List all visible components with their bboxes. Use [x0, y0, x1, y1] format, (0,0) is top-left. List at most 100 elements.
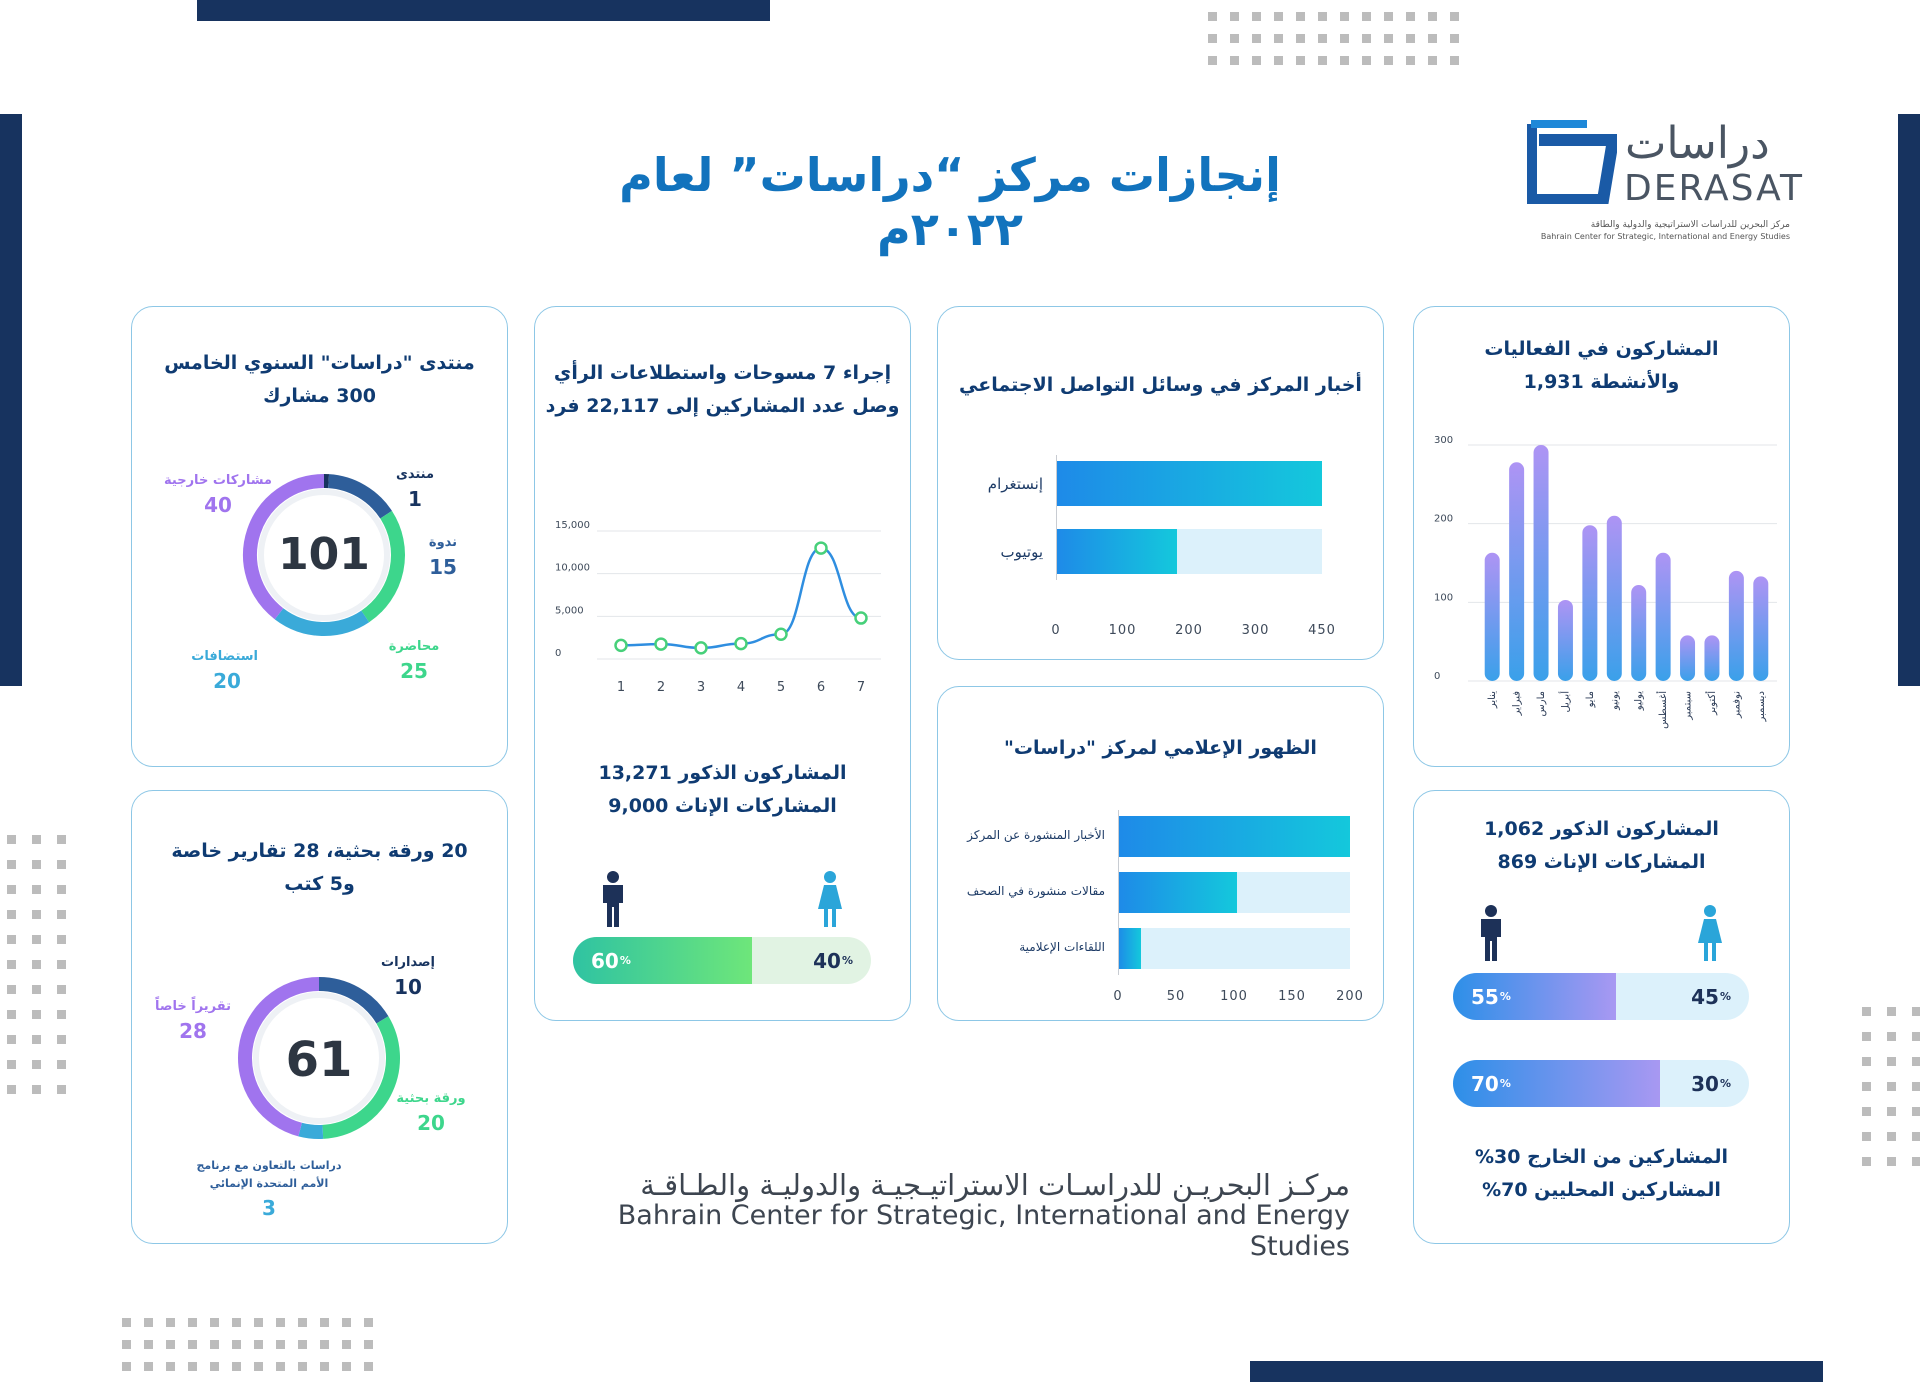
- x-tick-label: 5: [777, 680, 785, 695]
- decorative-dot: [1862, 1157, 1871, 1166]
- bar: [1582, 525, 1598, 681]
- pct-sign: %: [1719, 990, 1731, 1003]
- media-card: الظهور الإعلامي لمركز "دراسات" الأخبار ا…: [937, 686, 1384, 1021]
- donut-segment: [361, 510, 405, 623]
- pct-sign: %: [619, 954, 631, 967]
- participants-local-pct-value: 70: [1471, 1071, 1499, 1096]
- surveys-stats-line2: المشاركات الإناث 9,000: [608, 795, 837, 817]
- logo-name-arabic: دراسات: [1625, 118, 1770, 169]
- decorative-dot: [1208, 34, 1217, 43]
- participants-male-pct: 55%: [1471, 973, 1511, 1020]
- donut-label: ورقة بحثية: [396, 1091, 466, 1106]
- decorative-dot: [1362, 56, 1371, 65]
- bar-category-label: إنستغرام: [987, 474, 1043, 493]
- donut-label: ندوة: [428, 535, 458, 550]
- decorative-dot: [342, 1362, 351, 1371]
- decorative-dot: [210, 1318, 219, 1327]
- decorative-dot: [144, 1318, 153, 1327]
- decorative-dot: [7, 1060, 16, 1069]
- decorative-dot: [1862, 1032, 1871, 1041]
- bar: [1533, 445, 1549, 681]
- decorative-dot: [7, 885, 16, 894]
- decorative-dot: [298, 1318, 307, 1327]
- participants-local-pct: 70%: [1471, 1060, 1511, 1107]
- participants-footer-line2: المشاركين المحليين 70%: [1482, 1179, 1721, 1201]
- decorative-dot: [32, 960, 41, 969]
- decorative-dot: [1406, 12, 1415, 21]
- x-tick-label: 200: [1175, 623, 1203, 638]
- decorative-dot: [1450, 34, 1459, 43]
- bar: [1118, 928, 1142, 969]
- data-point: [734, 636, 748, 651]
- decorative-dot: [57, 1010, 66, 1019]
- decorative-dot: [32, 935, 41, 944]
- decorative-dot: [1887, 1032, 1896, 1041]
- decorative-dot: [1450, 56, 1459, 65]
- x-tick-label: أبريل: [1558, 691, 1571, 713]
- decorative-dot: [1252, 34, 1261, 43]
- y-tick-label: 15,000: [555, 520, 590, 531]
- decorative-dot: [1862, 1082, 1871, 1091]
- donut-segment: [318, 977, 389, 1024]
- decorative-dot: [1362, 12, 1371, 21]
- decorative-dot: [1340, 56, 1349, 65]
- surveys-stats-line1: المشاركون الذكور 13,271: [598, 762, 847, 784]
- decorative-dot: [1887, 1157, 1896, 1166]
- x-tick-label: 1: [617, 680, 625, 695]
- decorative-dot: [122, 1340, 131, 1349]
- bar: [1631, 585, 1647, 681]
- decorative-dot: [1406, 34, 1415, 43]
- decorative-dot: [7, 835, 16, 844]
- participants-card: المشاركون الذكور 1,062 المشاركات الإناث …: [1413, 790, 1790, 1244]
- decorative-dot: [254, 1340, 263, 1349]
- decorative-dot: [1230, 12, 1239, 21]
- decorative-dot: [1296, 56, 1305, 65]
- decorative-dot: [1230, 34, 1239, 43]
- donut-label: تقريراً خاصاً: [155, 999, 231, 1014]
- decorative-dot: [1862, 1132, 1871, 1141]
- surveys-line-chart: 0 5,000 10,000 15,000 1 2 3 4 5 6 7: [555, 520, 881, 695]
- decorative-dot: [188, 1318, 197, 1327]
- bar: [1655, 552, 1671, 681]
- donut-segment: [298, 1122, 324, 1139]
- bar: [1509, 462, 1525, 681]
- publications-donut-chart: [238, 977, 400, 1139]
- decorative-dot: [342, 1340, 351, 1349]
- decorative-dot: [1274, 34, 1283, 43]
- x-tick-label: 6: [817, 680, 825, 695]
- x-tick-label: 200: [1336, 989, 1364, 1004]
- participants-title-line1: المشاركون الذكور 1,062: [1484, 818, 1719, 840]
- decorative-dot: [32, 1035, 41, 1044]
- bar-category-label: اللقاءات الإعلامية: [1019, 939, 1105, 954]
- bar-category-label: الأخبار المنشورة عن المركز: [967, 827, 1105, 842]
- bar-category-label: مقالات منشورة في الصحف: [966, 883, 1105, 898]
- events-bar-chart: 0 100 200 300 يناير فبراير مارس أبريل مايو يونيو ي…: [1434, 435, 1777, 729]
- surveys-male-fill: [573, 937, 752, 984]
- donut-value: 10: [394, 975, 422, 999]
- decorative-dot: [7, 935, 16, 944]
- data-point: [774, 627, 788, 642]
- decorative-dot: [32, 1085, 41, 1094]
- x-tick-label: يناير: [1487, 691, 1498, 709]
- participants-local-fill: [1453, 1060, 1661, 1107]
- data-point: [814, 541, 828, 555]
- decorative-dot: [57, 1035, 66, 1044]
- decorative-dot: [7, 1010, 16, 1019]
- participants-female-pct-value: 45: [1691, 984, 1719, 1009]
- decorative-dot: [7, 1035, 16, 1044]
- page-title: إنجازات مركز “دراسات” لعام ٢٠٢٢م: [619, 148, 1281, 256]
- x-tick-label: نوفمبر: [1731, 691, 1742, 719]
- x-tick-label: 300: [1241, 623, 1270, 638]
- decorative-dots-right: [1862, 1007, 1920, 1182]
- x-tick-label: يوليو: [1634, 691, 1645, 711]
- decorative-dot: [1862, 1007, 1871, 1016]
- surveys-title-line2: وصل عدد المشاركين إلى 22,117 فرد: [545, 395, 900, 417]
- forum-card: منتدى "دراسات" السنوي الخامس 300 مشارك 1…: [131, 306, 508, 767]
- decorative-dot: [1912, 1057, 1920, 1066]
- decorative-dot: [32, 985, 41, 994]
- x-tick-label: 150: [1278, 989, 1306, 1004]
- surveys-title-line1: إجراء 7 مسوحات واستطلاعات الرأي: [553, 362, 892, 384]
- decorative-dot: [57, 910, 66, 919]
- x-tick-label: 4: [737, 680, 745, 695]
- x-tick-label: سبتمبر: [1683, 691, 1694, 721]
